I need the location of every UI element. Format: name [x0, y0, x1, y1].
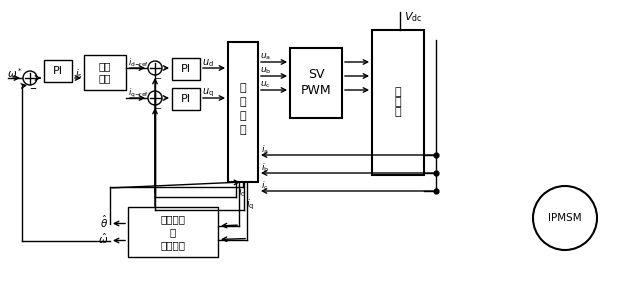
Text: 变: 变 [395, 98, 401, 108]
Text: −: − [30, 84, 37, 93]
Text: $u_\mathrm{b}$: $u_\mathrm{b}$ [260, 66, 272, 76]
Text: $i_\mathrm{a}$: $i_\mathrm{a}$ [261, 144, 269, 156]
Text: $i_\mathrm{c}$: $i_\mathrm{c}$ [261, 180, 268, 192]
Text: IPMSM: IPMSM [548, 213, 582, 223]
Text: $u_\mathrm{q}$: $u_\mathrm{q}$ [202, 87, 214, 99]
Text: $i_\mathrm{s}$: $i_\mathrm{s}$ [75, 67, 83, 81]
Text: $V_\mathrm{dc}$: $V_\mathrm{dc}$ [404, 10, 422, 24]
Text: 转速估算: 转速估算 [161, 240, 185, 250]
Text: $i_\mathrm{q}$: $i_\mathrm{q}$ [246, 198, 254, 212]
Bar [172, 58, 200, 80]
Text: 转子位置: 转子位置 [161, 214, 185, 224]
Text: $u_\mathrm{c}$: $u_\mathrm{c}$ [260, 80, 271, 90]
Text: $i_\mathrm{d}$: $i_\mathrm{d}$ [238, 185, 246, 199]
Text: PI: PI [181, 94, 191, 104]
Circle shape [23, 71, 37, 85]
Text: $\hat{\theta}$: $\hat{\theta}$ [100, 213, 108, 230]
Bar [84, 55, 126, 90]
Text: 标: 标 [240, 97, 246, 107]
Text: 电流: 电流 [99, 62, 111, 72]
Bar [290, 48, 342, 118]
Text: $u_\mathrm{a}$: $u_\mathrm{a}$ [260, 52, 271, 62]
Text: PWM: PWM [301, 83, 331, 97]
Text: $\omega^*$: $\omega^*$ [7, 66, 23, 80]
Text: 控制: 控制 [99, 73, 111, 83]
Bar [128, 207, 218, 257]
Text: $i_\mathrm{d\mathsf{-}ref}$: $i_\mathrm{d\mathsf{-}ref}$ [128, 57, 149, 69]
Text: $i_\mathrm{q\mathsf{-}ref}$: $i_\mathrm{q\mathsf{-}ref}$ [128, 86, 149, 100]
Text: PI: PI [53, 66, 63, 76]
Text: 坐: 坐 [240, 83, 246, 93]
Bar [172, 88, 200, 110]
Text: −: − [30, 84, 37, 93]
Bar [228, 42, 258, 182]
Circle shape [148, 91, 162, 105]
Text: 与: 与 [170, 227, 176, 237]
Circle shape [533, 186, 597, 250]
Bar [44, 60, 72, 82]
Bar [372, 30, 424, 175]
Text: $\hat{\omega}$: $\hat{\omega}$ [98, 231, 108, 246]
Text: $u_\mathrm{d}$: $u_\mathrm{d}$ [202, 57, 214, 69]
Text: 逆: 逆 [395, 88, 401, 98]
Text: −: − [154, 74, 161, 83]
Text: SV: SV [308, 69, 324, 82]
Circle shape [148, 61, 162, 75]
Text: 器: 器 [395, 108, 401, 117]
Text: 变: 变 [240, 111, 246, 121]
Text: 换: 换 [240, 125, 246, 135]
Text: $i_\mathrm{b}$: $i_\mathrm{b}$ [261, 162, 269, 174]
Text: PI: PI [181, 64, 191, 74]
Text: −: − [154, 104, 161, 113]
